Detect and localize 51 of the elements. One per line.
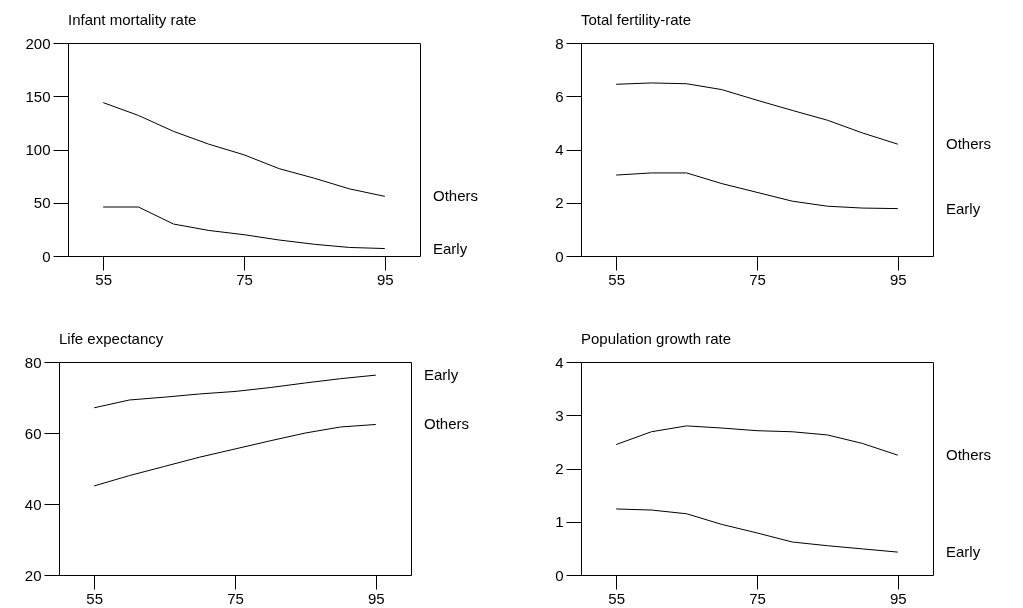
y-tick-label: 60 — [24, 424, 42, 442]
y-tick-label: 150 — [25, 87, 51, 105]
line-series — [615, 508, 899, 553]
x-tick-label: 55 — [86, 589, 104, 607]
y-tick-label: 2 — [555, 460, 564, 477]
chart-title: Population growth rate — [581, 330, 732, 347]
y-tick-label: 50 — [33, 194, 51, 212]
x-tick-label: 75 — [749, 270, 766, 288]
text: Others — [946, 446, 992, 464]
x-tick-label: 95 — [889, 589, 907, 607]
y-tick-label: 3 — [555, 406, 564, 424]
line-series — [615, 82, 899, 145]
y-tick-label: 0 — [555, 247, 564, 265]
y-tick-label: 4 — [555, 141, 564, 158]
y-tick-label: 200 — [25, 34, 51, 52]
y-tick-label: 8 — [555, 34, 564, 52]
chart-title: Total fertility-rate — [581, 11, 692, 28]
text: Early — [433, 239, 468, 257]
chart-title: Infant mortality rate — [68, 11, 197, 28]
y-tick-label: 0 — [555, 566, 564, 584]
y-tick-label: 0 — [42, 247, 51, 265]
text: Early — [946, 199, 981, 217]
x-tick-label: 55 — [95, 270, 113, 288]
x-tick-label: 95 — [367, 589, 385, 607]
text: Early — [424, 366, 459, 384]
x-tick-label: 55 — [608, 589, 626, 607]
y-tick-label: 4 — [555, 353, 564, 371]
y-tick-label: 20 — [24, 566, 42, 584]
y-tick-label: 80 — [24, 353, 42, 371]
text: Early — [946, 543, 981, 561]
text: Others — [433, 187, 479, 205]
text: Others — [946, 135, 992, 153]
y-tick-label: 100 — [25, 141, 51, 158]
y-tick-label: 2 — [555, 194, 564, 212]
x-tick-label: 95 — [889, 270, 907, 288]
x-tick-label: 75 — [227, 589, 244, 607]
text: Others — [424, 415, 470, 433]
line-series — [615, 425, 899, 456]
x-tick-label: 75 — [236, 270, 253, 288]
chart-title: Life expectancy — [59, 330, 164, 347]
x-tick-label: 75 — [749, 589, 766, 607]
x-tick-label: 55 — [608, 270, 626, 288]
line-series — [93, 423, 377, 487]
y-tick-label: 40 — [24, 495, 42, 513]
line-series — [102, 102, 386, 197]
y-tick-label: 6 — [555, 87, 564, 105]
line-series — [615, 172, 899, 210]
y-tick-label: 1 — [555, 513, 564, 531]
x-tick-label: 95 — [376, 270, 394, 288]
line-series — [102, 206, 386, 250]
line-series — [93, 374, 377, 409]
